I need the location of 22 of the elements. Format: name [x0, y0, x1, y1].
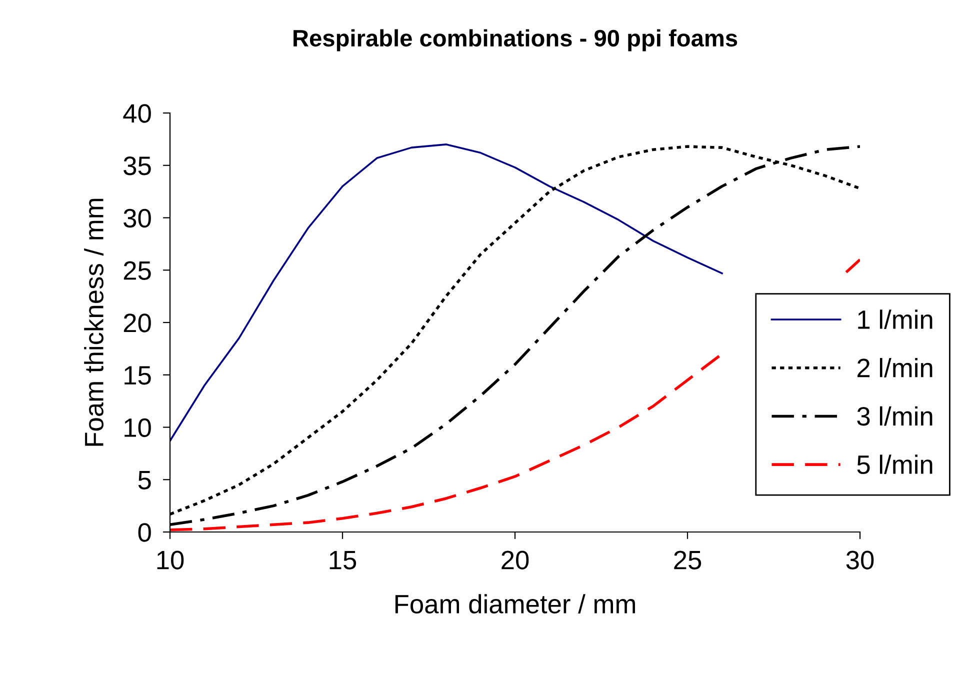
y-tick-label: 10	[124, 418, 151, 438]
legend-label: 2 l/min	[858, 358, 932, 378]
legend-label: 1 l/min	[858, 310, 932, 330]
legend-label: 5 l/min	[857, 454, 932, 474]
y-tick-label: 20	[124, 314, 151, 332]
x-tick-label: 25	[674, 550, 702, 570]
y-tick-label: 25	[124, 261, 151, 280]
y-tick-label: 0	[138, 523, 151, 542]
y-tick-label: 5	[138, 471, 151, 490]
x-tick-label: 30	[846, 550, 874, 570]
x-tick-label: 20	[502, 550, 529, 570]
y-axis-title: Foam thickness / mm	[84, 198, 104, 446]
x-tick-label: 15	[330, 551, 356, 570]
chart-title: Respirable combinations - 90 ppi foams	[294, 29, 738, 52]
y-tick-label: 40	[123, 104, 151, 123]
y-tick-label: 35	[124, 156, 151, 176]
x-axis-title: Foam diameter / mm	[395, 594, 635, 614]
x-tick-label: 10	[157, 550, 184, 570]
line-series	[170, 144, 723, 442]
legend-label: 3 l/min	[857, 406, 932, 426]
y-tick-label: 30	[124, 208, 151, 228]
y-tick-label: 15	[124, 366, 151, 385]
